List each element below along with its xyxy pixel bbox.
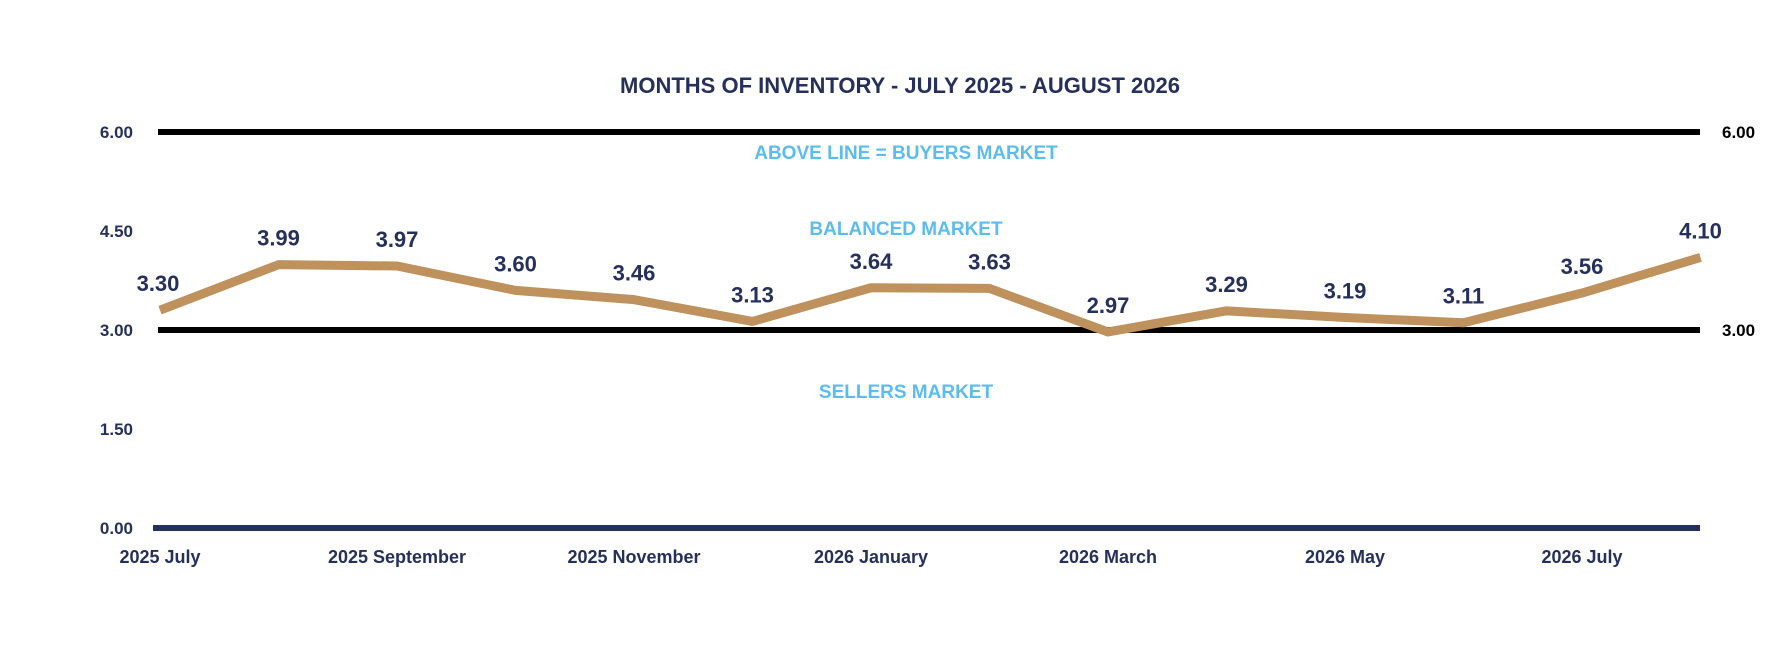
data-label: 4.10 xyxy=(1679,218,1722,243)
data-label: 3.99 xyxy=(257,226,300,251)
x-tick-label: 2026 March xyxy=(1059,547,1157,567)
x-tick-label: 2025 November xyxy=(567,547,700,567)
y-tick-label: 3.00 xyxy=(100,321,133,340)
buyers-market-annotation: ABOVE LINE = BUYERS MARKET xyxy=(754,143,1058,164)
x-tick-label: 2026 May xyxy=(1305,547,1385,567)
x-tick-label: 2025 July xyxy=(119,547,200,567)
data-label: 3.63 xyxy=(968,249,1011,274)
data-label: 3.64 xyxy=(850,249,894,274)
data-label: 3.13 xyxy=(731,282,774,307)
x-tick-label: 2025 September xyxy=(328,547,466,567)
x-tick-label: 2026 July xyxy=(1541,547,1622,567)
reference-lines xyxy=(158,129,1700,333)
y-tick-label: 0.00 xyxy=(100,519,133,538)
series-line xyxy=(158,253,1702,337)
balanced-market-annotation: BALANCED MARKET xyxy=(809,219,1003,240)
y-tick-label-right: 6.00 xyxy=(1722,123,1755,142)
y-axis-right: 3.00 6.00 xyxy=(1722,123,1755,340)
data-label: 3.29 xyxy=(1205,272,1248,297)
series-layer xyxy=(158,253,1702,337)
chart-title: MONTHS OF INVENTORY - JULY 2025 - AUGUST… xyxy=(620,73,1180,98)
data-label: 2.97 xyxy=(1087,293,1130,318)
x-axis-labels: 2025 July 2025 September 2025 November 2026… xyxy=(119,547,1622,567)
sellers-market-annotation: SELLERS MARKET xyxy=(819,382,994,403)
data-label: 3.56 xyxy=(1561,254,1604,279)
data-labels: 3.30 3.99 3.97 3.60 3.46 3.13 3.64 3.63 2.97 3.29… xyxy=(137,218,1722,318)
market-annotations: ABOVE LINE = BUYERS MARKET BALANCED MARKE… xyxy=(754,143,1058,403)
data-label: 3.46 xyxy=(613,261,656,286)
y-tick-label: 4.50 xyxy=(100,222,133,241)
data-label: 3.30 xyxy=(137,271,180,296)
data-label: 3.60 xyxy=(494,251,537,276)
data-label: 3.11 xyxy=(1443,284,1485,309)
y-tick-label-right: 3.00 xyxy=(1722,321,1755,340)
x-tick-label: 2026 January xyxy=(814,547,928,567)
y-axis-left: 0.00 1.50 3.00 4.50 6.00 xyxy=(100,123,133,538)
data-label: 3.19 xyxy=(1324,278,1367,303)
data-label: 3.97 xyxy=(376,227,419,252)
y-tick-label: 6.00 xyxy=(100,123,133,142)
y-tick-label: 1.50 xyxy=(100,420,133,439)
